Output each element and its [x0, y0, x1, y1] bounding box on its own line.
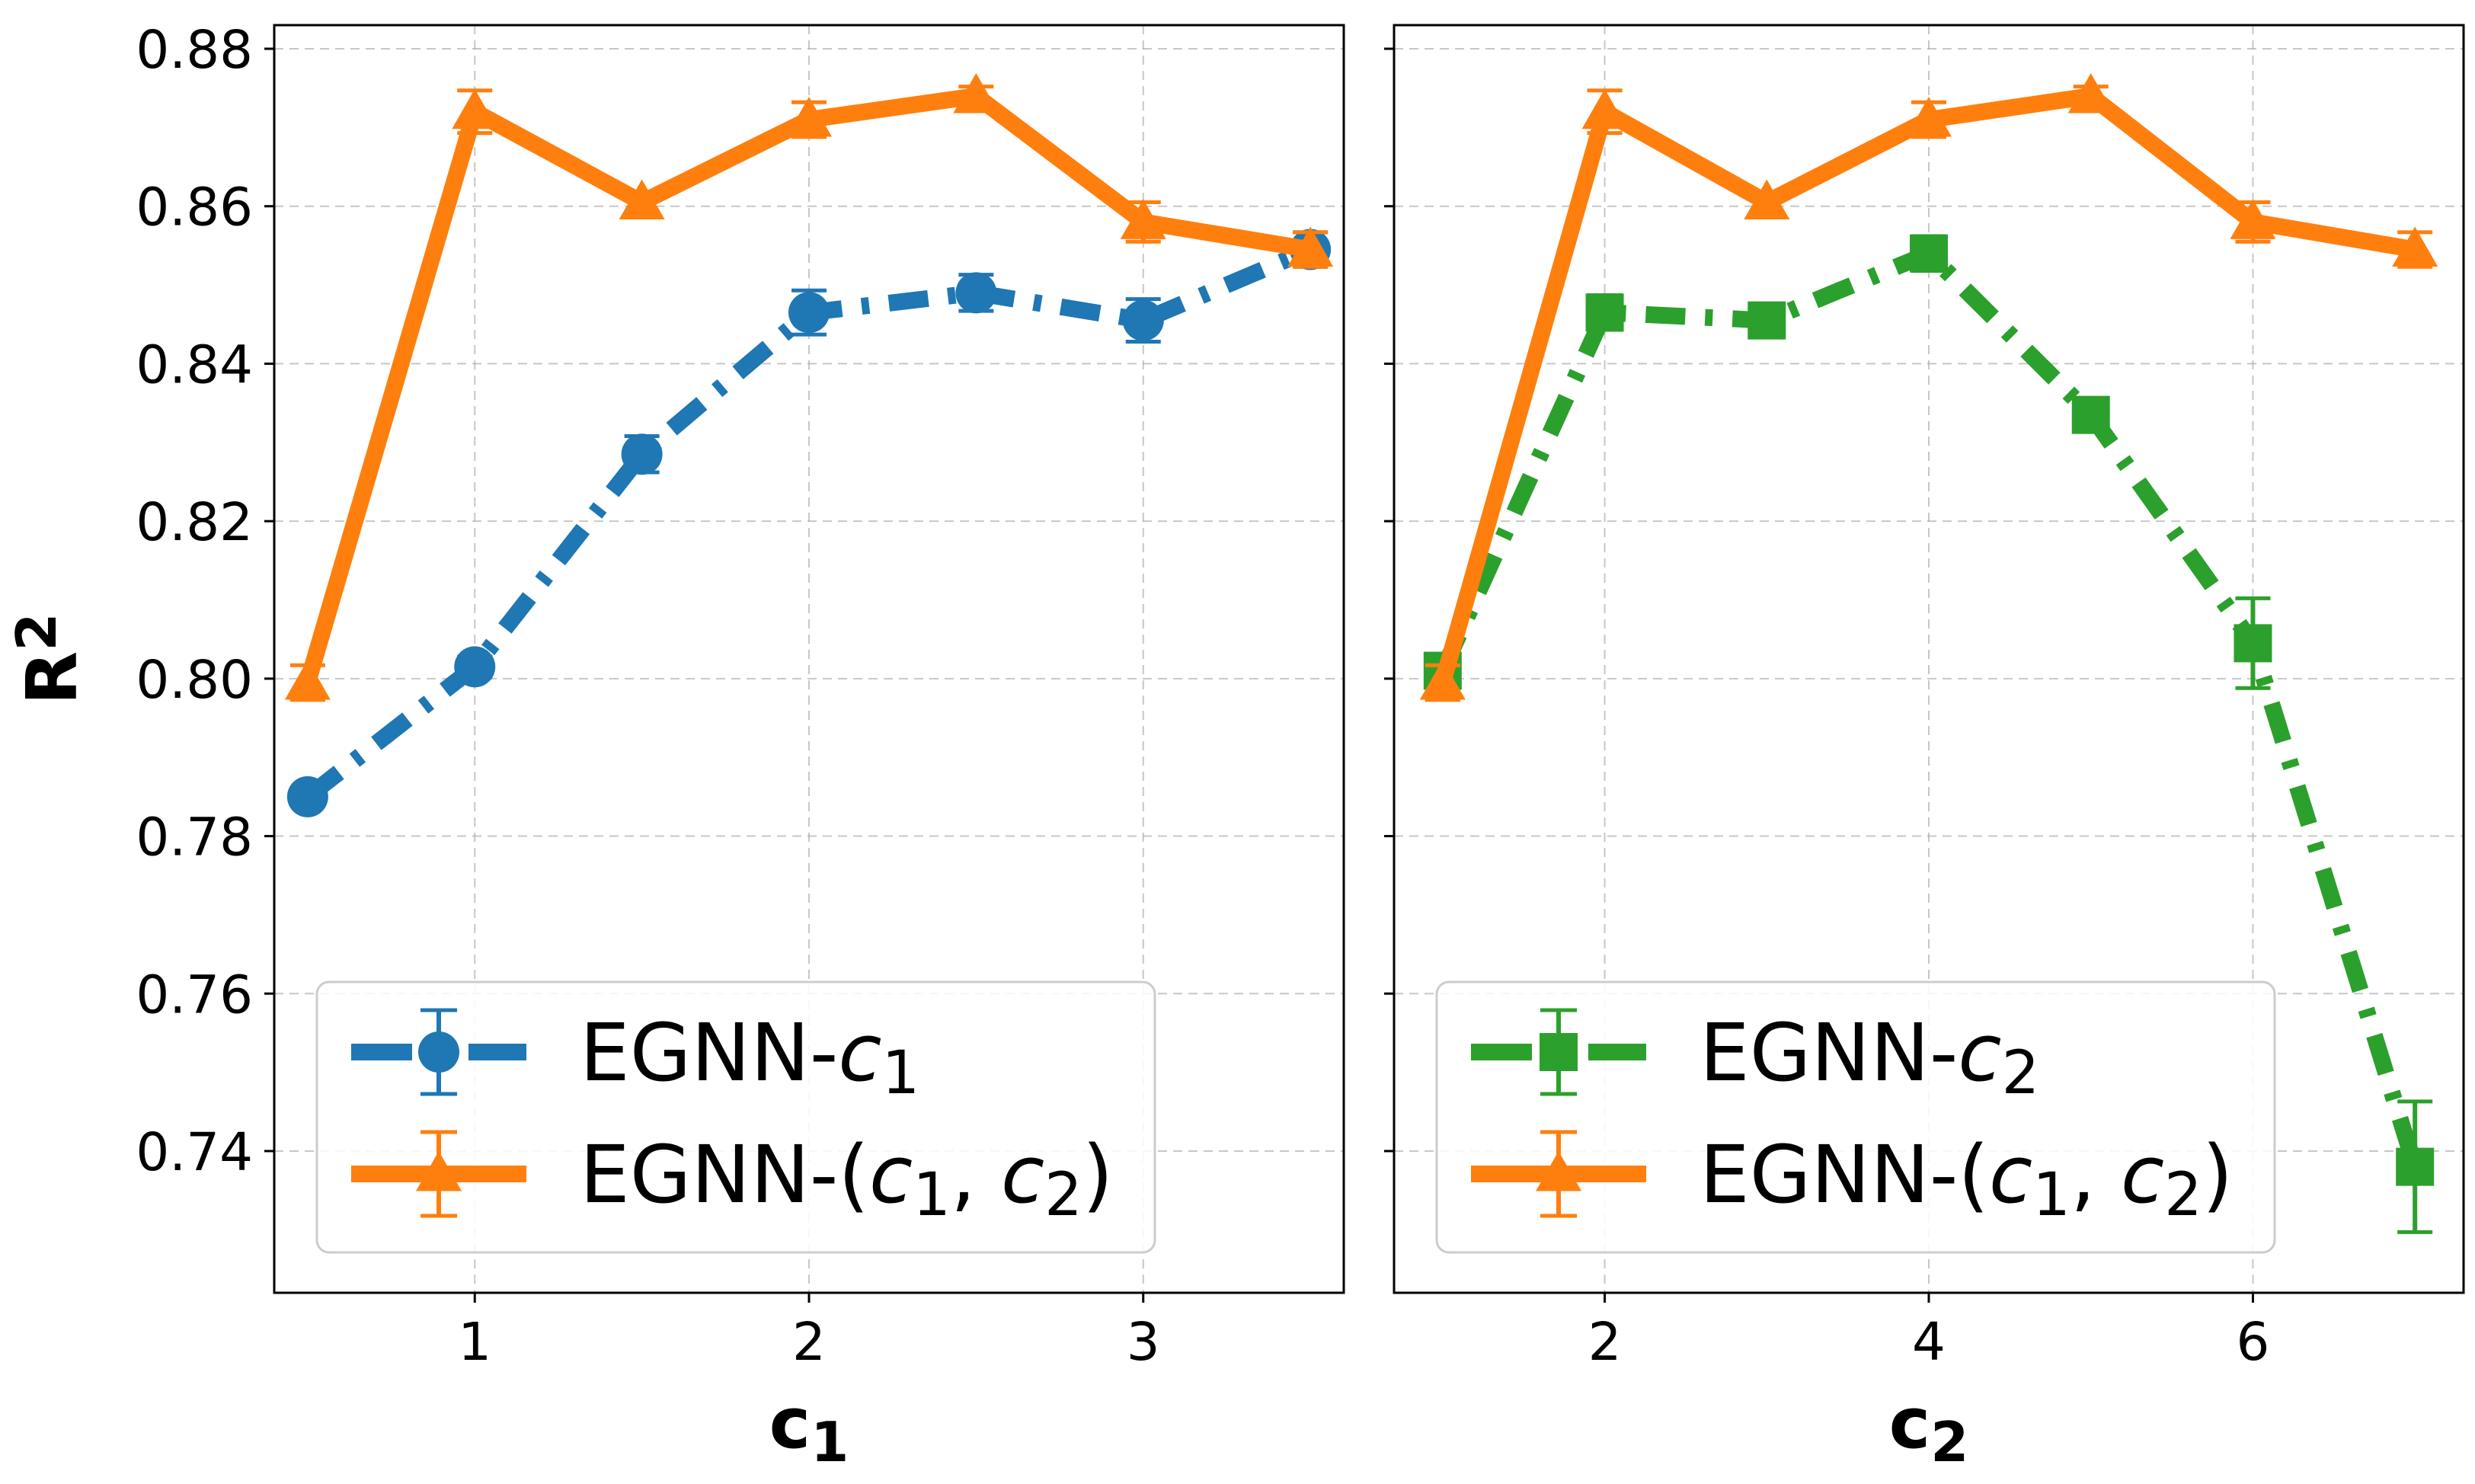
data-point-0-0: [286, 776, 328, 817]
legend-suffix: ): [2202, 1128, 2234, 1221]
legend-variable-2: c: [2121, 1128, 2164, 1221]
data-point-1-0: [1419, 660, 1466, 700]
y-axis-title-main: R: [11, 651, 93, 705]
y-tick-label-6: 0.86: [136, 178, 253, 238]
legend-prefix: EGNN-: [1700, 1006, 1958, 1099]
y-tick-label-0: 0.74: [136, 1122, 253, 1183]
x-tick-label-0: 1: [458, 1312, 491, 1373]
legend-label-1: EGNN-(c1, c2): [580, 1128, 1113, 1230]
x-tick-label-2: 6: [2237, 1312, 2270, 1373]
data-point-0-3: [788, 292, 830, 334]
x-axis-title-main: c: [1889, 1383, 1931, 1464]
legend-prefix: EGNN-(: [580, 1128, 869, 1221]
y-axis-title: R2: [5, 613, 93, 705]
legend-subscript: 2: [2002, 1039, 2040, 1108]
legend-variable: c: [1989, 1128, 2032, 1221]
legend-variable-2: c: [1001, 1128, 1044, 1221]
data-point-1-4: [953, 73, 999, 114]
legend-subscript-2: 2: [1044, 1161, 1082, 1230]
legend-variable: c: [838, 1006, 881, 1099]
legend-separator: ,: [2070, 1128, 2121, 1221]
data-point-1-0: [284, 660, 331, 700]
y-tick-label-7: 0.88: [136, 20, 253, 81]
y-tick-label-5: 0.84: [136, 334, 253, 395]
data-point-0-4: [955, 272, 997, 314]
series-0: [286, 229, 1332, 817]
legend-subscript: 1: [882, 1039, 920, 1108]
legend-variable: c: [869, 1128, 913, 1221]
data-point-1-2: [619, 179, 665, 220]
legend-subscript: 1: [913, 1161, 951, 1230]
data-point-0-5: [2234, 624, 2272, 663]
axes-frame: [1393, 24, 2465, 1294]
y-axis-title-superscript: 2: [5, 613, 69, 651]
legend-handle-marker-1: [1536, 1151, 1581, 1191]
x-tick-label-1: 4: [1912, 1312, 1946, 1373]
legend-handle-marker-1: [416, 1151, 462, 1191]
legend-separator: ,: [951, 1128, 1001, 1221]
legend-subscript: 1: [2032, 1161, 2070, 1230]
x-tick-label-0: 2: [1588, 1312, 1622, 1373]
data-point-1-5: [2230, 199, 2276, 239]
data-point-1-4: [2067, 73, 2114, 114]
y-tick-label-4: 0.82: [136, 492, 253, 553]
data-point-1-5: [1120, 199, 1166, 239]
x-axis-title: c2: [1889, 1383, 1969, 1474]
data-point-0-2: [621, 433, 663, 475]
data-point-1-6: [1287, 226, 1334, 267]
data-point-1-3: [1906, 97, 1952, 137]
legend-handle-marker-0: [418, 1031, 459, 1073]
y-tick-label-2: 0.78: [136, 808, 253, 868]
legend-variable: c: [1958, 1006, 2001, 1099]
series-1: [1419, 73, 2438, 702]
data-point-1-2: [1744, 179, 1790, 220]
x-axis-title: c1: [769, 1383, 849, 1474]
y-tick-label-3: 0.80: [136, 650, 253, 711]
x-axis-title-subscript: 1: [811, 1410, 849, 1474]
legend-label-1: EGNN-(c1, c2): [1700, 1128, 2233, 1230]
legend-prefix: EGNN-(: [1700, 1128, 1989, 1221]
data-point-1-1: [452, 88, 498, 130]
legend-label-0: EGNN-c1: [580, 1006, 919, 1108]
data-point-0-3: [1910, 234, 1948, 273]
legend-label-0: EGNN-c2: [1700, 1006, 2039, 1108]
series-0: [1423, 234, 2435, 1234]
x-axis-title-main: c: [769, 1383, 811, 1464]
y-tick-label-1: 0.76: [136, 964, 253, 1025]
data-point-0-5: [1122, 299, 1164, 341]
data-point-0-6: [2396, 1147, 2435, 1186]
legend-handle-marker-0: [1540, 1033, 1578, 1071]
data-point-0-1: [1585, 293, 1624, 332]
legend-suffix: ): [1082, 1128, 1114, 1221]
data-point-1-3: [786, 97, 832, 137]
data-point-1-6: [2392, 226, 2438, 267]
x-tick-label-1: 2: [792, 1312, 826, 1373]
data-point-0-4: [2071, 395, 2110, 434]
data-point-0-1: [454, 646, 496, 688]
axes-frame: [273, 24, 1345, 1294]
x-axis-title-subscript: 2: [1930, 1410, 1968, 1474]
legend-subscript-2: 2: [2164, 1161, 2202, 1230]
legend-prefix: EGNN-: [580, 1006, 838, 1099]
data-point-0-2: [1748, 301, 1786, 340]
x-tick-label-2: 3: [1127, 1312, 1160, 1373]
series-1: [284, 73, 1334, 702]
panel-left: 1 2 3 0.74 0.76 0.78 0.80 0.82 0.84 0.86 0.88 EGNN-…: [5, 20, 1345, 1474]
data-point-1-1: [1581, 88, 1628, 130]
